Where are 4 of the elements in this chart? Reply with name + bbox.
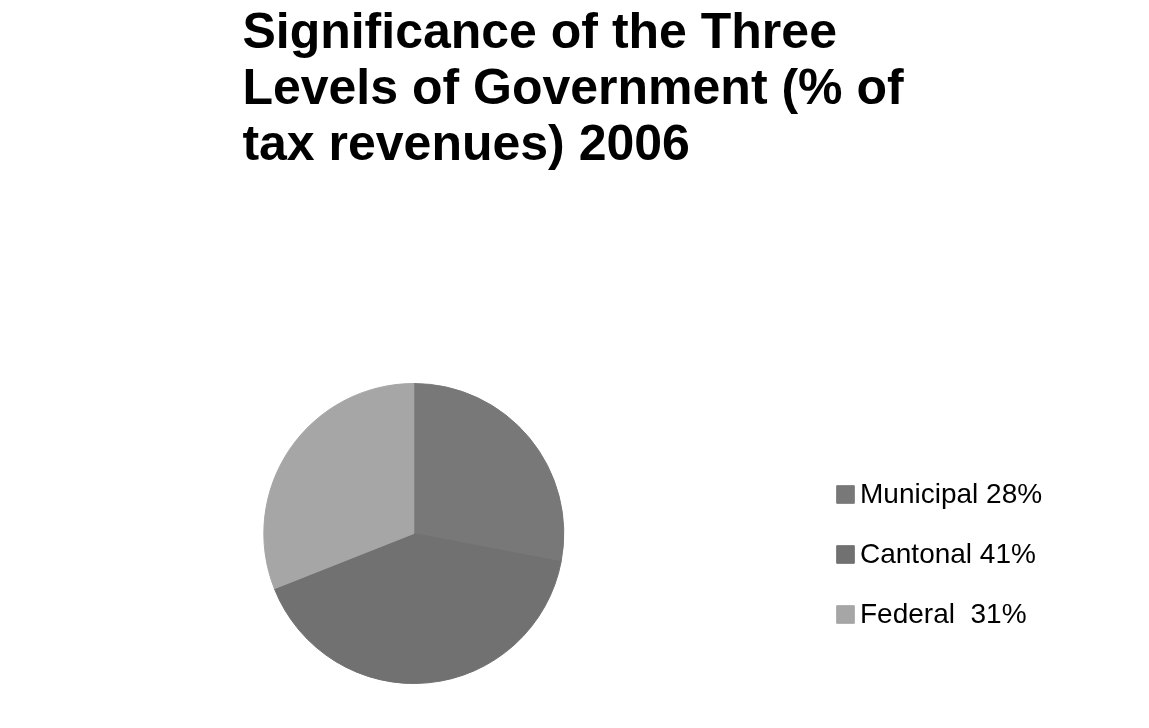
chart-title: Significance of the Three Levels of Government (% of tax revenues) 2006 — [242, 2, 904, 171]
legend-label: Federal 31% — [860, 598, 1027, 630]
legend-label: Cantonal 41% — [860, 538, 1036, 570]
legend-label: Municipal 28% — [860, 478, 1043, 510]
